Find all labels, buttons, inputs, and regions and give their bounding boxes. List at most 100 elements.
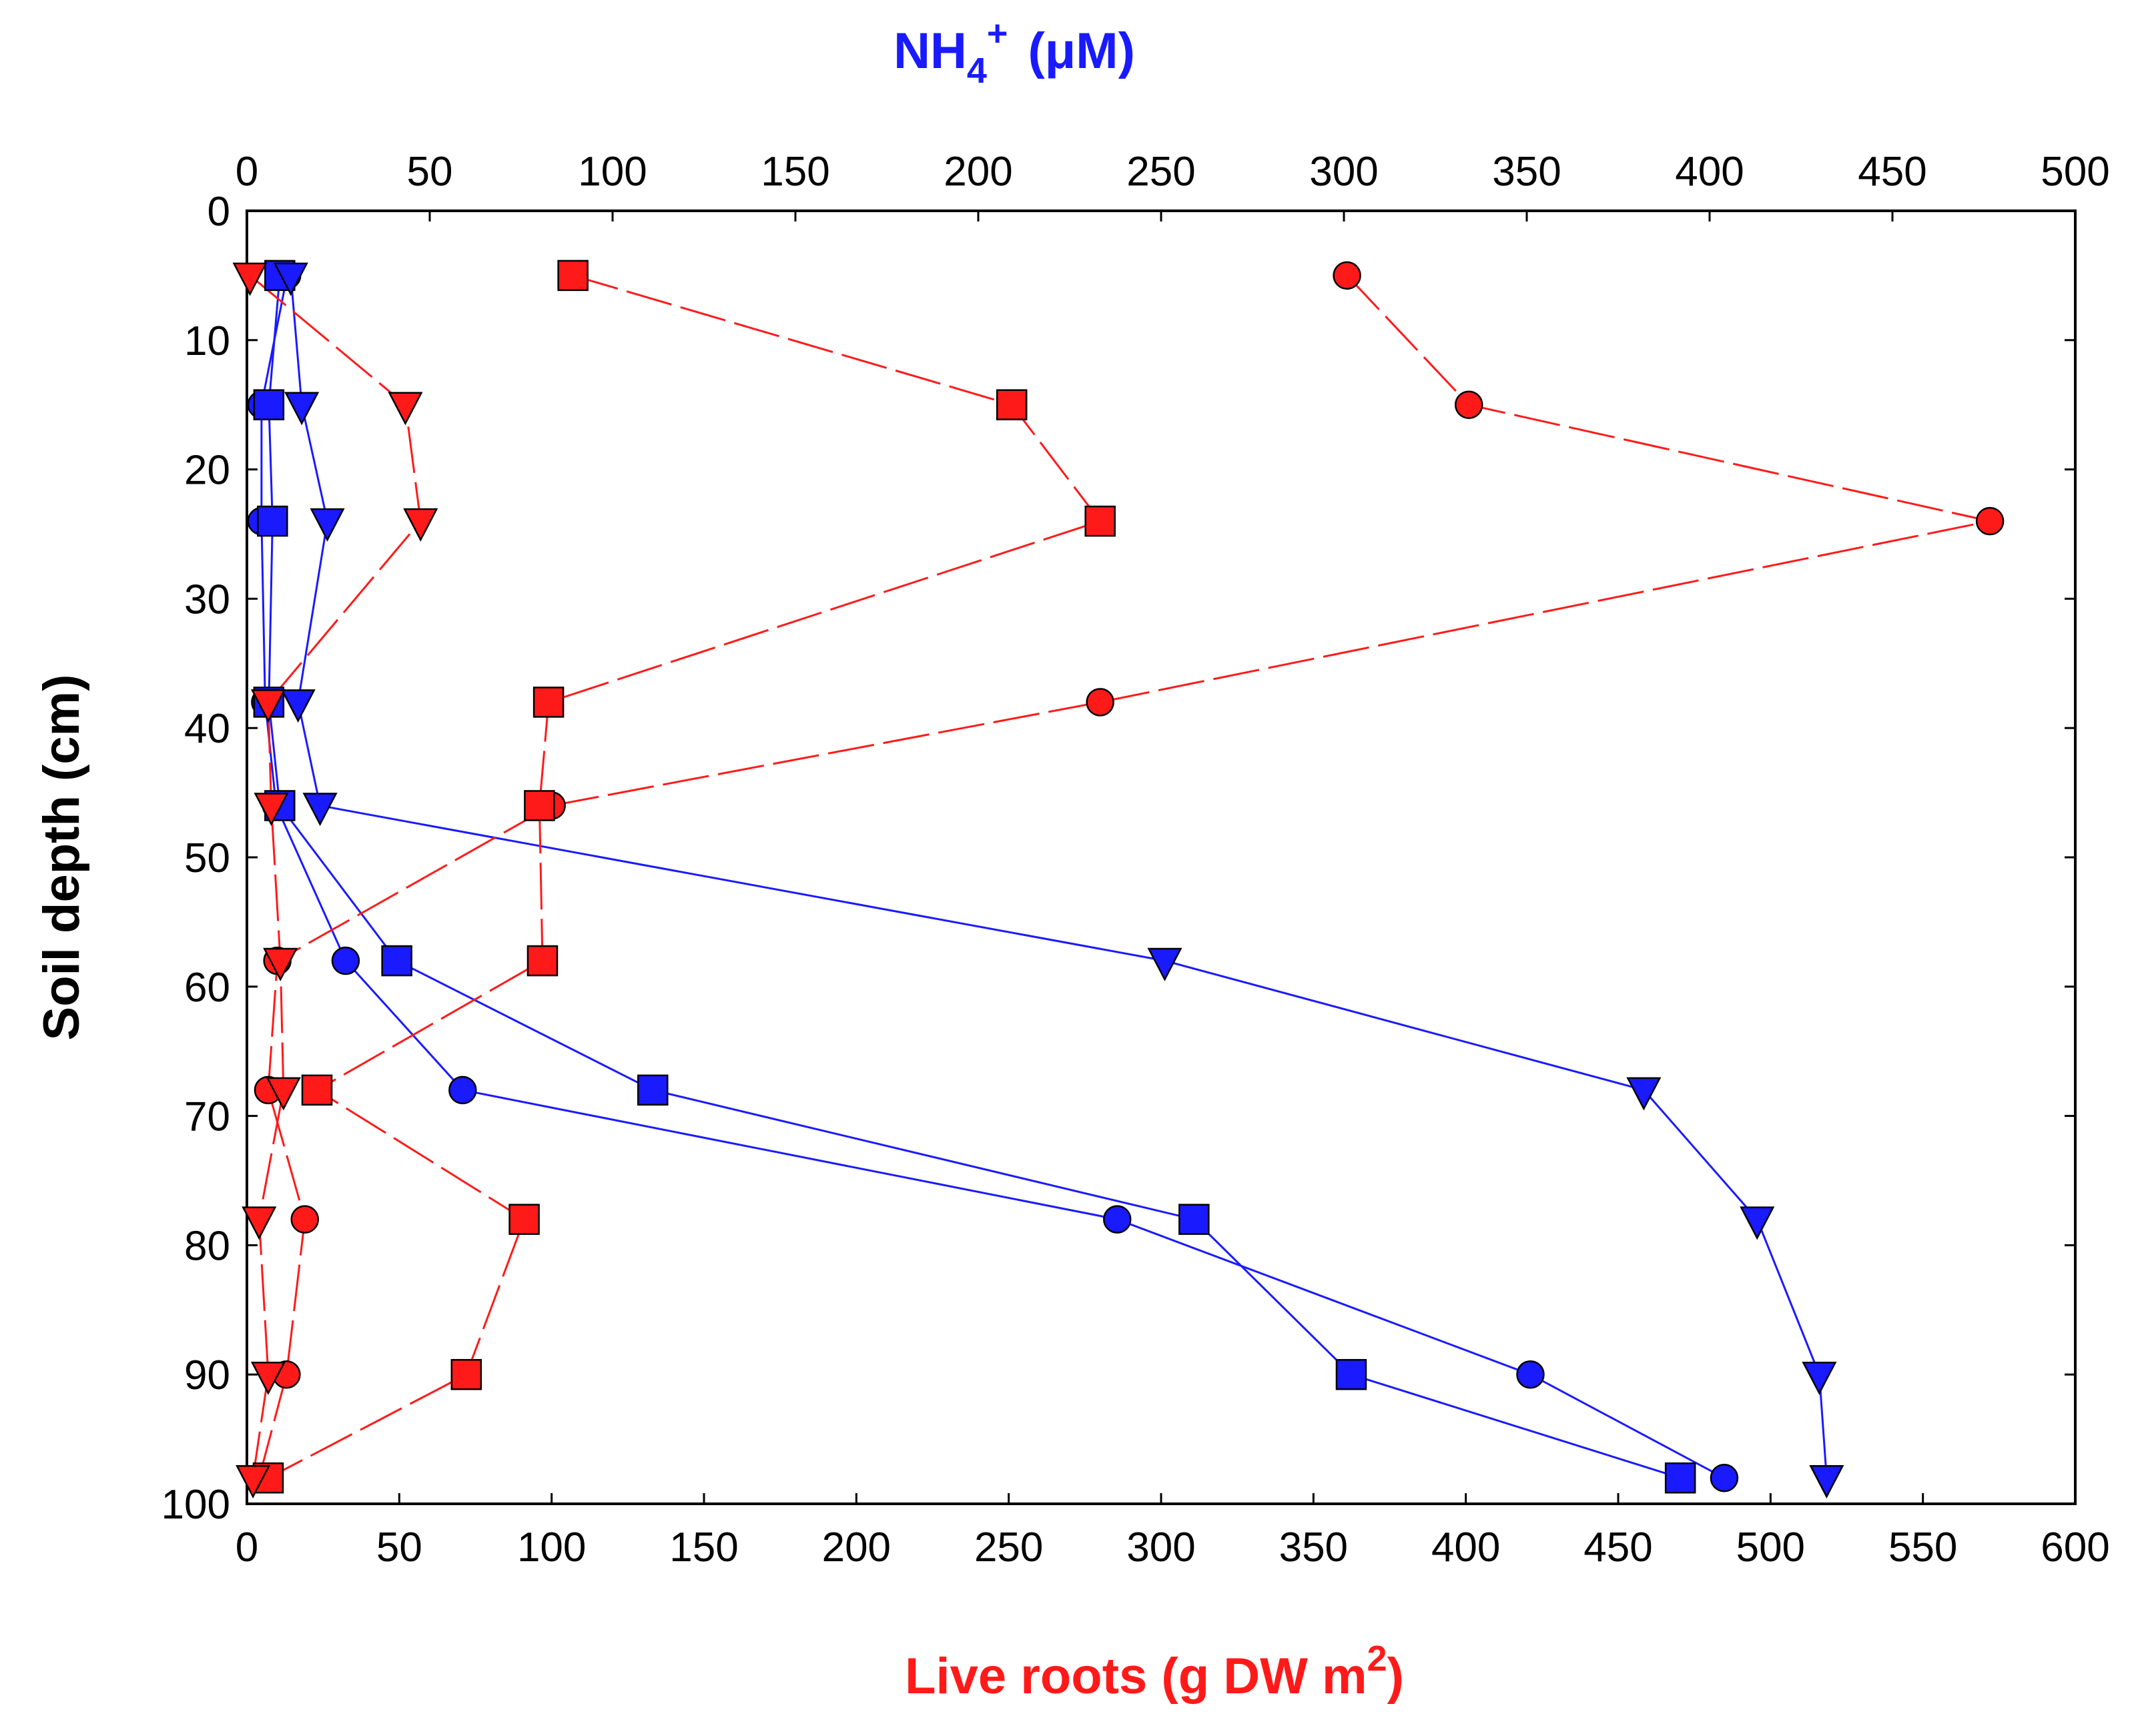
data-point-triangle [388, 392, 423, 426]
bottom-axis-tick-label: 200 [822, 1525, 891, 1571]
data-point-circle [331, 946, 360, 975]
data-point-circle [1710, 1463, 1739, 1492]
series-line-0 [260, 275, 1725, 1479]
data-point-circle [290, 1205, 320, 1234]
data-point-square [450, 1358, 482, 1390]
bottom-axis-tick-label: 600 [2041, 1525, 2109, 1571]
left-axis-tick-label: 10 [184, 318, 230, 364]
bottom-axis-tick-label: 50 [376, 1525, 422, 1571]
data-point-triangle [263, 947, 298, 981]
data-point-triangle [266, 1077, 301, 1111]
data-point-triangle [273, 262, 308, 296]
top-axis-title-sup: + [987, 13, 1008, 53]
top-axis-tick-label: 350 [1492, 149, 1561, 195]
bottom-axis-tick-label: 150 [669, 1525, 738, 1571]
data-point-triangle [1809, 1464, 1844, 1498]
top-axis-title-sub: 4 [967, 51, 987, 91]
bottom-axis-tick-label: 450 [1583, 1525, 1652, 1571]
series-line-1 [268, 275, 1681, 1479]
data-point-square [381, 945, 412, 977]
data-point-triangle [1147, 947, 1182, 981]
bottom-axis-tick-label: 400 [1431, 1525, 1500, 1571]
bottom-axis-tick-label: 500 [1736, 1525, 1805, 1571]
data-point-circle [1516, 1360, 1545, 1389]
data-point-triangle [232, 262, 268, 296]
data-point-square [637, 1074, 669, 1106]
left-axis-tick-label: 40 [184, 706, 230, 752]
data-point-triangle [242, 1206, 277, 1240]
data-point-triangle [302, 793, 338, 827]
data-point-square [1178, 1204, 1210, 1235]
data-point-triangle [284, 392, 320, 426]
data-point-circle [1086, 688, 1114, 717]
data-point-circle [1975, 506, 2005, 536]
bottom-axis-title-sup: 2 [1367, 1639, 1387, 1679]
data-point-square [1664, 1462, 1696, 1494]
series-lines-layer [249, 274, 1991, 1479]
left-axis-tick-label: 0 [208, 189, 230, 235]
bottom-axis-tick-label: 250 [974, 1525, 1043, 1571]
data-point-square [532, 687, 565, 718]
series-markers-layer [232, 260, 2005, 1498]
bottom-axis-tick-label: 550 [1888, 1525, 1957, 1571]
left-axis-tick-label: 70 [184, 1094, 230, 1140]
left-axis-tick-label: 90 [184, 1352, 230, 1398]
bottom-axis-title: Live roots (g DW m2) [905, 1639, 1404, 1705]
top-axis-tick-label: 100 [578, 149, 647, 195]
data-point-square [1335, 1358, 1367, 1390]
data-point-square [524, 790, 555, 821]
left-axis-tick-label: 80 [184, 1223, 230, 1269]
top-axis-title-unit: (μM) [1028, 23, 1134, 79]
data-point-circle [1102, 1205, 1132, 1234]
bottom-axis-tick-label: 100 [517, 1525, 586, 1571]
data-point-square [301, 1074, 333, 1106]
top-axis-tick-label: 250 [1126, 149, 1195, 195]
left-axis-tick-label: 20 [184, 448, 230, 494]
data-point-triangle [403, 508, 438, 542]
data-point-triangle [236, 1464, 271, 1498]
series-line-3 [258, 274, 1991, 1478]
data-point-triangle [280, 689, 316, 723]
top-axis-tick-label: 400 [1675, 149, 1744, 195]
top-axis-tick-label: 450 [1858, 149, 1926, 195]
bottom-axis-tick-label: 0 [236, 1525, 258, 1571]
data-point-circle [1454, 390, 1483, 419]
data-point-circle [448, 1075, 477, 1105]
data-point-triangle [1802, 1361, 1837, 1395]
series-line-2 [290, 275, 1828, 1478]
top-axis-tick-label: 150 [761, 149, 829, 195]
series-line-4 [268, 274, 1102, 1479]
bottom-axis-tick-label: 300 [1126, 1525, 1195, 1571]
plot-area-frame [246, 209, 2077, 1505]
data-point-square [526, 945, 559, 977]
data-point-circle [1333, 261, 1361, 290]
data-point-triangle [1740, 1206, 1775, 1240]
bottom-axis-tick-label: 350 [1279, 1525, 1348, 1571]
data-point-triangle [310, 508, 345, 542]
left-axis-tick-label: 100 [161, 1482, 230, 1528]
bottom-axis-title-main: Live roots (g DW m [905, 1648, 1367, 1705]
top-axis-tick-label: 500 [2041, 149, 2109, 195]
top-axis-title-prefix: NH [894, 23, 967, 79]
top-axis-tick-label: 0 [236, 149, 258, 195]
top-axis-tick-label: 200 [944, 149, 1012, 195]
data-point-triangle [250, 689, 286, 723]
top-axis-tick-label: 300 [1309, 149, 1378, 195]
bottom-axis-title-close: ) [1387, 1648, 1404, 1705]
data-point-triangle [250, 1361, 286, 1395]
data-point-square [257, 505, 288, 537]
data-point-square [1084, 505, 1116, 537]
left-axis-title: Soil depth (cm) [33, 675, 90, 1041]
data-point-square [996, 389, 1028, 420]
series-line-5 [249, 274, 422, 1478]
left-axis-tick-label: 60 [184, 965, 230, 1011]
data-point-square [557, 260, 589, 292]
data-point-square [508, 1204, 540, 1235]
data-point-square [253, 389, 285, 420]
top-axis-title: NH4+ (μM) [894, 13, 1135, 91]
data-point-triangle [1626, 1077, 1662, 1111]
top-axis-tick-label: 50 [407, 149, 453, 195]
data-point-triangle [254, 793, 289, 827]
